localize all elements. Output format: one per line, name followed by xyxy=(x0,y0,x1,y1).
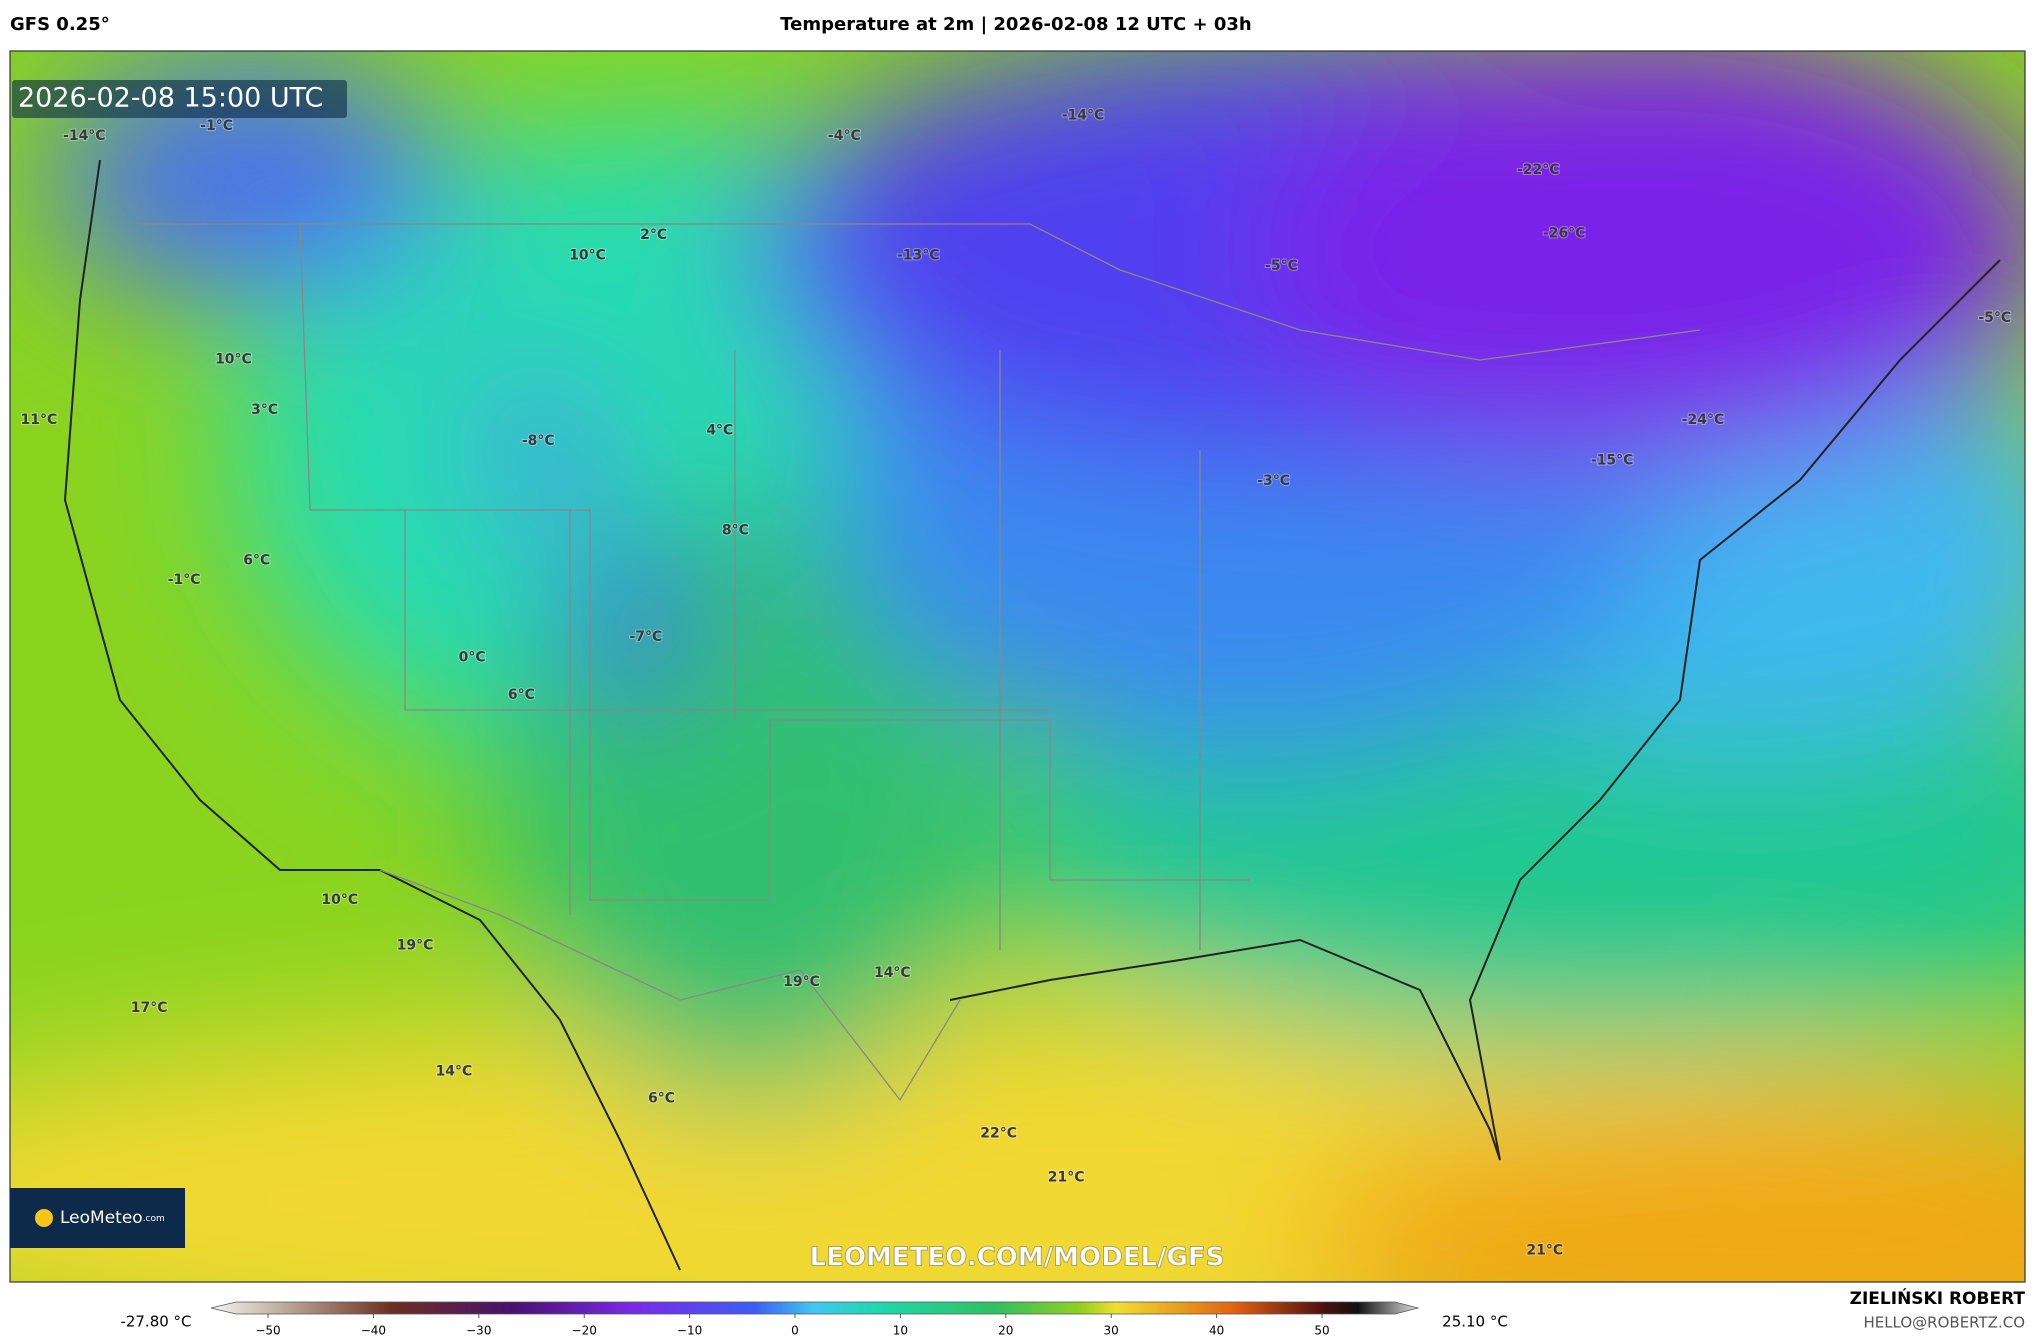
colorbar-tick-label: 20 xyxy=(998,1324,1013,1338)
watermark: LEOMETEO.COM/MODEL/GFS xyxy=(810,1243,1225,1273)
temperature-label: 22°C xyxy=(980,1126,1017,1142)
temperature-label: 4°C xyxy=(706,423,733,439)
temperature-label: -13°C xyxy=(897,248,940,264)
colorbar-max: 25.10 °C xyxy=(1442,1313,1508,1331)
colorbar-tick-label: 30 xyxy=(1104,1324,1119,1338)
temperature-label: 10°C xyxy=(215,351,252,367)
temperature-label: -26°C xyxy=(1543,225,1586,241)
temperature-label: 21°C xyxy=(1526,1242,1563,1258)
borders xyxy=(140,223,1701,1102)
colorbar-tick-label: −40 xyxy=(361,1324,386,1338)
logo-text: LeoMeteo.com xyxy=(60,1208,165,1228)
email: HELLO@ROBERTZ.CO xyxy=(1863,1314,2025,1332)
temperature-label: 3°C xyxy=(251,402,278,418)
author: ZIELIŃSKI ROBERT xyxy=(1850,1287,2026,1309)
temperature-label: 11°C xyxy=(21,412,58,428)
timestamp-box xyxy=(12,80,347,118)
temperature-label: -22°C xyxy=(1517,162,1560,178)
colorbar-tick-label: −20 xyxy=(572,1324,597,1338)
temperature-label: -1°C xyxy=(200,118,233,134)
map-frame xyxy=(9,50,2026,1283)
temperature-label: 6°C xyxy=(243,552,270,568)
temperature-label: 2°C xyxy=(640,227,667,243)
temperature-label: -4°C xyxy=(828,128,861,144)
temperature-label: -1°C xyxy=(168,572,201,588)
temperature-label: 17°C xyxy=(131,1000,168,1016)
colorbar-tick-label: 10 xyxy=(893,1324,908,1338)
coastline xyxy=(63,159,2001,1271)
temperature-label: -14°C xyxy=(63,128,106,144)
temperature-label: -7°C xyxy=(629,629,662,645)
colorbar-tick-label: 40 xyxy=(1209,1324,1224,1338)
colorbar-tick-label: −50 xyxy=(255,1324,280,1338)
temperature-field xyxy=(10,51,2025,1282)
colorbar-min: -27.80 °C xyxy=(120,1313,191,1331)
temperature-label: 8°C xyxy=(722,522,749,538)
temperature-label: -14°C xyxy=(1062,107,1105,123)
colorbar-tick-label: 0 xyxy=(791,1324,799,1338)
temperature-label: 6°C xyxy=(648,1091,675,1107)
colorbar-tick-label: 50 xyxy=(1314,1324,1329,1338)
temperature-label: -3°C xyxy=(1257,473,1290,489)
colorbar xyxy=(210,1301,1420,1315)
temperature-label: 10°C xyxy=(569,248,606,264)
temperature-label: 6°C xyxy=(508,687,535,703)
temperature-label: 10°C xyxy=(321,892,358,908)
temperature-label: -8°C xyxy=(522,433,555,449)
temperature-label: -5°C xyxy=(1978,310,2011,326)
timestamp: 2026-02-08 15:00 UTC xyxy=(18,83,323,114)
temperature-label: 14°C xyxy=(874,965,911,981)
colorbar-tick-label: −30 xyxy=(466,1324,491,1338)
temperature-label: -24°C xyxy=(1682,412,1725,428)
temperature-label: -15°C xyxy=(1591,452,1634,468)
temperature-label: 21°C xyxy=(1048,1170,1085,1186)
temperature-label: 19°C xyxy=(397,938,434,954)
logo-sun xyxy=(35,1209,53,1227)
temperature-label: 14°C xyxy=(436,1063,473,1079)
temperature-label: -5°C xyxy=(1265,258,1298,274)
temperature-label: 0°C xyxy=(459,650,486,666)
map-title: Temperature at 2m | 2026-02-08 12 UTC + … xyxy=(780,14,1251,35)
temperature-label: 19°C xyxy=(783,974,820,990)
colorbar-tick-label: −10 xyxy=(677,1324,702,1338)
model-label: GFS 0.25° xyxy=(10,14,110,35)
